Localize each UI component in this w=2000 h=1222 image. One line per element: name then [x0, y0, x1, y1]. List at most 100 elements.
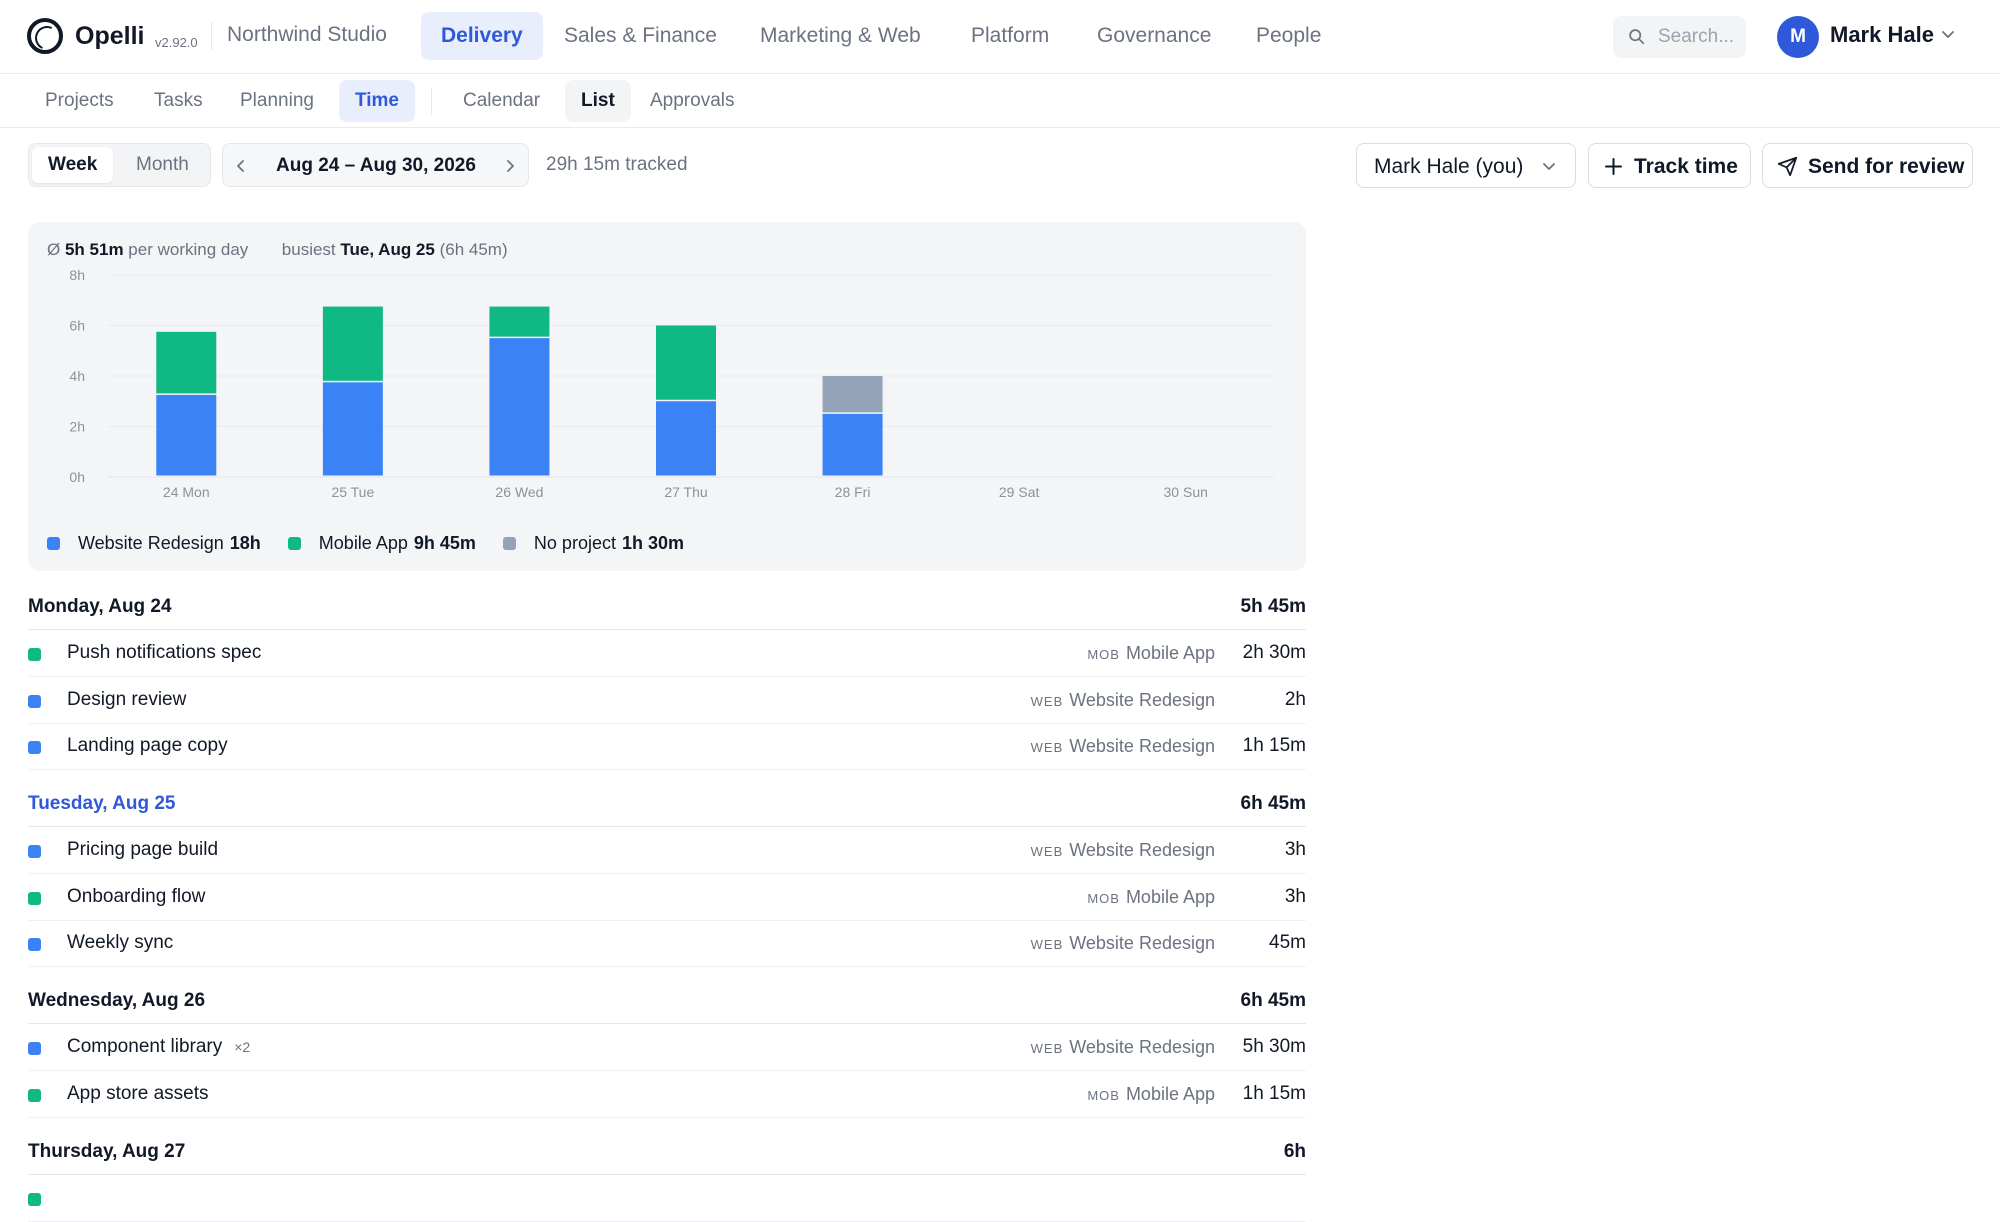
x-tick-label: 27 Thu	[664, 484, 707, 500]
time-entry[interactable]: Weekly sync WEB Website Redesign 45m	[28, 920, 1306, 967]
entry-duration: 3h	[1284, 886, 1306, 907]
plus-icon	[1605, 158, 1622, 175]
tab-projects[interactable]: Projects	[45, 90, 114, 111]
logo-icon[interactable]	[27, 18, 63, 54]
weekly-stats: Ø 5h 51m per working day busiest Tue, Au…	[47, 240, 508, 260]
chart-bar-segment	[322, 306, 383, 381]
chevron-down-icon[interactable]	[1941, 30, 1955, 40]
project-color-dot	[28, 892, 41, 905]
divider	[431, 88, 432, 115]
time-entry-partial[interactable]	[28, 1175, 1306, 1222]
legend-swatch	[47, 537, 60, 550]
project-code: MOB	[1087, 647, 1120, 662]
x-tick-label: 29 Sat	[999, 484, 1040, 500]
nav-tab-marketing-web[interactable]: Marketing & Web	[760, 24, 921, 47]
legend-label: Mobile App	[318, 533, 408, 553]
project-name: Website Redesign	[1069, 690, 1215, 710]
day-total: 6h 45m	[1240, 990, 1306, 1011]
time-entry[interactable]: Design review WEB Website Redesign 2h	[28, 677, 1306, 724]
time-entry[interactable]: Push notifications spec MOB Mobile App 2h…	[28, 630, 1306, 677]
entry-project: WEB Website Redesign	[1031, 1037, 1215, 1058]
chevron-left-icon[interactable]	[236, 159, 246, 173]
view-calendar[interactable]: Calendar	[463, 90, 541, 111]
day-title: Tuesday, Aug 25	[28, 793, 176, 814]
day-header-wednesday: Wednesday, Aug 26 6h 45m	[28, 980, 1306, 1024]
time-entry[interactable]: Onboarding flow MOB Mobile App 3h	[28, 874, 1306, 921]
period-week-button[interactable]: Week	[32, 147, 114, 183]
entry-project: WEB Website Redesign	[1031, 690, 1215, 711]
legend-item-no-project: No project 1h 30m	[502, 533, 685, 554]
entry-project: WEB Website Redesign	[1031, 840, 1215, 861]
chevron-right-icon[interactable]	[505, 159, 515, 173]
entry-title: Weekly sync	[67, 932, 174, 953]
app-version: v2.92.0	[155, 35, 198, 50]
project-color-dot	[28, 845, 41, 858]
nav-tab-delivery[interactable]: Delivery	[421, 12, 543, 60]
project-code: WEB	[1030, 937, 1064, 952]
y-tick-label: 4h	[69, 368, 85, 384]
x-tick-label: 28 Fri	[835, 484, 871, 500]
project-color-dot	[28, 741, 41, 754]
workspace-name[interactable]: Northwind Studio	[227, 23, 387, 46]
send-for-review-button[interactable]: Send for review	[1762, 143, 1973, 188]
legend-item-mobile-app: Mobile App 9h 45m	[287, 533, 476, 554]
time-entry[interactable]: Landing page copy WEB Website Redesign 1h…	[28, 723, 1306, 770]
project-code: WEB	[1030, 1041, 1064, 1056]
nav-tab-sales-finance[interactable]: Sales & Finance	[564, 24, 717, 47]
sub-navigation: Projects Tasks Planning Time Calendar Li…	[0, 74, 2000, 128]
day-header-tuesday: Tuesday, Aug 25 6h 45m	[28, 783, 1306, 827]
tab-time[interactable]: Time	[339, 80, 416, 122]
x-tick-label: 26 Wed	[495, 484, 543, 500]
user-name[interactable]: Mark Hale	[1830, 22, 1934, 47]
project-color-dot	[28, 1089, 41, 1102]
entry-project: MOB Mobile App	[1087, 1084, 1215, 1105]
project-code: WEB	[1030, 694, 1064, 709]
chart-legend: Website Redesign 18h Mobile App 9h 45m No …	[47, 533, 706, 554]
entry-title: Onboarding flow	[67, 886, 206, 907]
project-code: WEB	[1030, 844, 1064, 859]
x-tick-label: 25 Tue	[331, 484, 374, 500]
entry-title: Design review	[67, 689, 187, 710]
entry-project: MOB Mobile App	[1087, 643, 1215, 664]
time-entry[interactable]: Pricing page build WEB Website Redesign 3…	[28, 827, 1306, 874]
entry-project: WEB Website Redesign	[1031, 736, 1215, 757]
legend-total: 1h 30m	[621, 533, 685, 553]
weekly-chart-card: 0h 2h 4h 6h 8h 24 Mon 25 Tue 26 Wed 27 Thu 28 Fri…	[28, 222, 1306, 571]
entry-project: MOB Mobile App	[1087, 887, 1215, 908]
average-symbol: Ø	[47, 240, 61, 259]
person-select[interactable]: Mark Hale (you)	[1356, 143, 1576, 188]
entry-title-text: Component library	[67, 1036, 223, 1057]
user-avatar[interactable]: M	[1777, 16, 1819, 58]
entry-duration: 3h	[1284, 839, 1306, 860]
day-title: Thursday, Aug 27	[28, 1141, 186, 1162]
track-time-button[interactable]: Track time	[1588, 143, 1751, 188]
time-entry[interactable]: App store assets MOB Mobile App 1h 15m	[28, 1071, 1306, 1118]
chart-bar-segment	[156, 394, 217, 476]
chart-bar-segment	[656, 401, 716, 476]
entry-count-badge: ×2	[234, 1039, 251, 1055]
time-entry[interactable]: Component library ×2 WEB Website Redesign …	[28, 1024, 1306, 1071]
day-header-monday: Monday, Aug 24 5h 45m	[28, 586, 1306, 630]
project-code: MOB	[1087, 891, 1120, 906]
project-color-dot	[28, 1193, 41, 1206]
chevron-down-icon	[1543, 163, 1555, 170]
send-icon	[1777, 156, 1798, 177]
app-name[interactable]: Opelli	[75, 22, 145, 50]
project-name: Mobile App	[1125, 1084, 1215, 1104]
view-approvals[interactable]: Approvals	[650, 90, 735, 111]
date-range-label[interactable]: Aug 24 – Aug 30, 2026	[276, 155, 476, 176]
nav-tab-people[interactable]: People	[1256, 24, 1322, 47]
nav-tab-platform[interactable]: Platform	[971, 24, 1050, 47]
period-month-button[interactable]: Month	[136, 154, 189, 175]
day-total: 5h 45m	[1240, 596, 1306, 617]
entry-title: Landing page copy	[67, 735, 228, 756]
project-name: Website Redesign	[1069, 736, 1215, 756]
tab-planning[interactable]: Planning	[240, 90, 314, 111]
tab-tasks[interactable]: Tasks	[154, 90, 203, 111]
nav-tab-governance[interactable]: Governance	[1097, 24, 1212, 47]
view-list[interactable]: List	[565, 80, 631, 122]
project-code: MOB	[1087, 1088, 1120, 1103]
search-box[interactable]: Search...	[1613, 16, 1746, 58]
legend-label: No project	[533, 533, 616, 553]
legend-total: 18h	[229, 533, 261, 553]
